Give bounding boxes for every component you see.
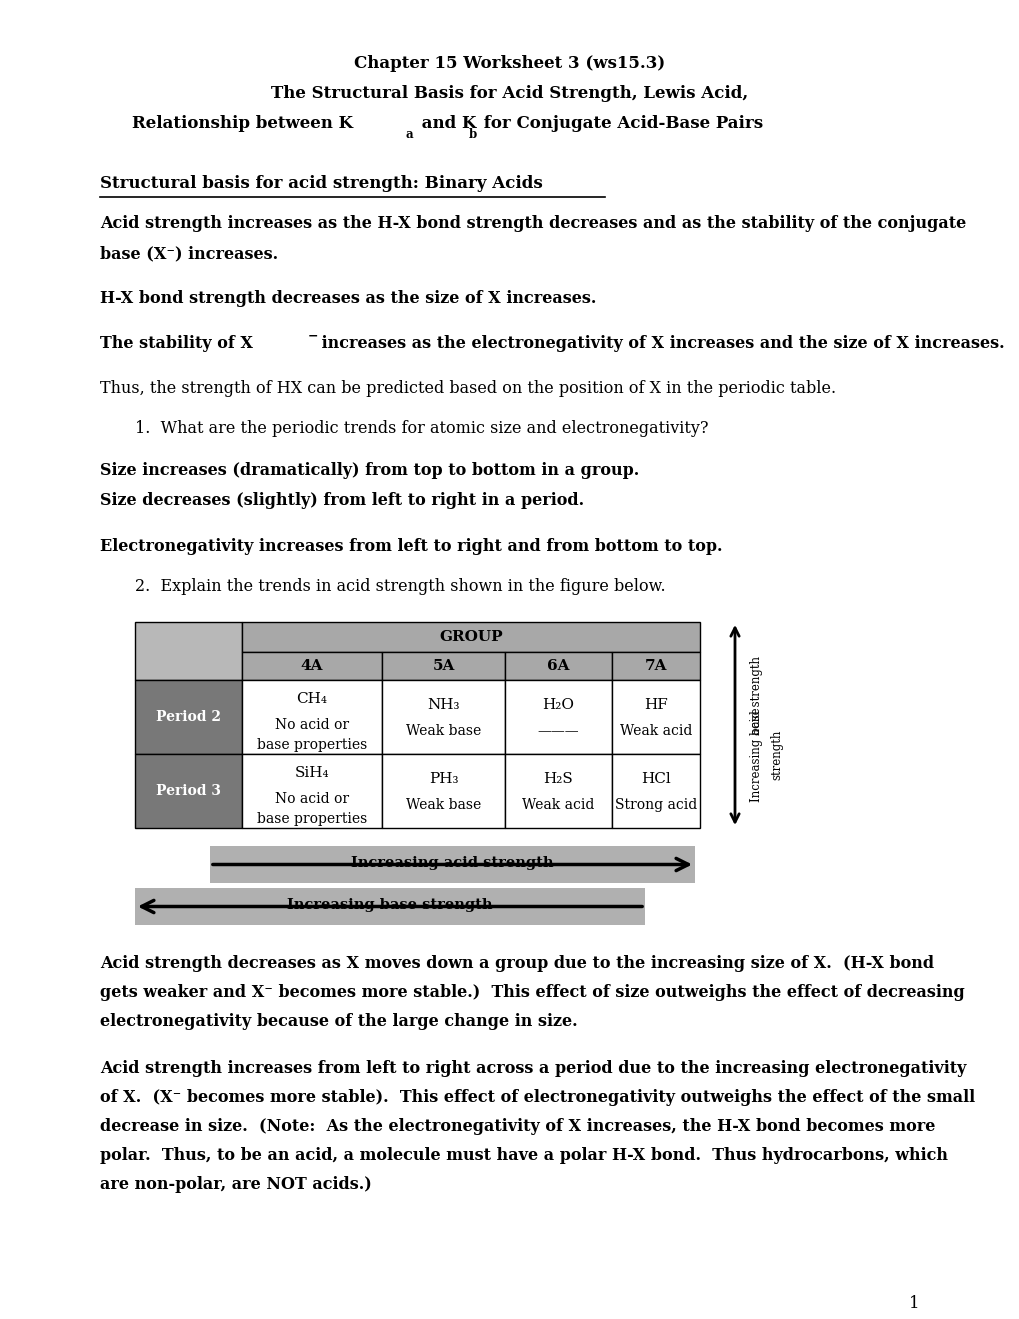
Text: electronegativity because of the large change in size.: electronegativity because of the large c… (100, 1013, 577, 1030)
Text: polar.  Thus, to be an acid, a molecule must have a polar H-X bond.  Thus hydroc: polar. Thus, to be an acid, a molecule m… (100, 1148, 947, 1163)
Text: decrease in size.  (Note:  As the electronegativity of X increases, the H-X bond: decrease in size. (Note: As the electron… (100, 1119, 934, 1136)
Bar (382, 652, 504, 681)
Text: Weak base: Weak base (406, 798, 481, 813)
Text: for Conjugate Acid-Base Pairs: for Conjugate Acid-Base Pairs (478, 115, 762, 132)
Text: acid strength: acid strength (750, 656, 763, 735)
Text: H₂S: H₂S (543, 772, 573, 786)
Bar (504, 754, 611, 828)
Text: Relationship between K: Relationship between K (131, 115, 353, 132)
Bar (135, 681, 242, 754)
Text: Increasing base: Increasing base (750, 708, 763, 802)
Bar (135, 754, 242, 828)
Text: increases as the electronegativity of X increases and the size of X increases.: increases as the electronegativity of X … (316, 335, 1004, 352)
Text: HCl: HCl (641, 772, 671, 786)
Text: a: a (405, 128, 413, 141)
Bar (382, 681, 504, 754)
Bar (504, 681, 611, 754)
Text: Structural basis for acid strength: Binary Acids: Structural basis for acid strength: Bina… (100, 175, 542, 193)
Text: No acid or: No acid or (275, 718, 348, 732)
Text: Thus, the strength of HX can be predicted based on the position of X in the peri: Thus, the strength of HX can be predicte… (100, 380, 836, 397)
Bar (611, 754, 699, 828)
Text: Weak base: Weak base (406, 724, 481, 739)
Text: Weak acid: Weak acid (522, 798, 594, 813)
Text: 6A: 6A (547, 660, 570, 673)
Text: Increasing base strength: Increasing base strength (287, 897, 492, 911)
Bar (611, 652, 699, 681)
Text: are non-polar, are NOT acids.): are non-polar, are NOT acids.) (100, 1177, 371, 1192)
Text: 1: 1 (909, 1295, 919, 1312)
Text: GROUP: GROUP (439, 630, 502, 644)
Text: The Structural Basis for Acid Strength, Lewis Acid,: The Structural Basis for Acid Strength, … (271, 84, 748, 102)
Text: NH₃: NH₃ (427, 698, 460, 712)
Text: Size increases (dramatically) from top to bottom in a group.: Size increases (dramatically) from top t… (100, 462, 639, 479)
Text: base properties: base properties (257, 739, 367, 752)
Text: The stability of X: The stability of X (100, 335, 253, 352)
Text: Period 3: Period 3 (156, 783, 221, 798)
Text: No acid or: No acid or (275, 791, 348, 806)
Bar (504, 652, 611, 681)
Text: Electronegativity increases from left to right and from bottom to top.: Electronegativity increases from left to… (100, 538, 721, 555)
Text: SiH₄: SiH₄ (294, 766, 329, 780)
Bar (210, 845, 694, 882)
Bar (382, 754, 504, 828)
Text: 5A: 5A (432, 660, 454, 673)
Bar (242, 652, 382, 681)
Text: base properties: base properties (257, 813, 367, 826)
Text: Period 2: Period 2 (156, 710, 221, 724)
Text: Chapter 15 Worksheet 3 (ws15.3): Chapter 15 Worksheet 3 (ws15.3) (354, 55, 665, 73)
Text: 2.  Explain the trends in acid strength shown in the figure below.: 2. Explain the trends in acid strength s… (135, 578, 665, 595)
Bar (242, 681, 382, 754)
Text: Acid strength increases as the H-X bond strength decreases and as the stability : Acid strength increases as the H-X bond … (100, 215, 965, 232)
Text: Size decreases (slightly) from left to right in a period.: Size decreases (slightly) from left to r… (100, 492, 584, 509)
Text: Acid strength increases from left to right across a period due to the increasing: Acid strength increases from left to rig… (100, 1060, 965, 1078)
Text: Increasing acid strength: Increasing acid strength (351, 856, 553, 869)
Text: Weak acid: Weak acid (620, 724, 692, 739)
Text: ———: ——— (537, 724, 579, 739)
Bar (242, 754, 382, 828)
Text: 7A: 7A (644, 660, 666, 673)
Text: strength: strength (769, 729, 783, 780)
Text: CH₄: CH₄ (297, 692, 327, 706)
Text: gets weaker and X⁻ becomes more stable.)  This effect of size outweighs the effe: gets weaker and X⁻ becomes more stable.)… (100, 984, 964, 1001)
Text: Acid strength decreases as X moves down a group due to the increasing size of X.: Acid strength decreases as X moves down … (100, 955, 933, 972)
Bar (242, 623, 699, 652)
Bar (611, 681, 699, 754)
Text: PH₃: PH₃ (428, 772, 458, 786)
Text: and K: and K (416, 115, 476, 132)
Text: −: − (307, 330, 318, 343)
Bar (135, 888, 644, 925)
Bar (135, 623, 242, 681)
Text: HF: HF (643, 698, 667, 712)
Text: 4A: 4A (301, 660, 323, 673)
Text: Strong acid: Strong acid (614, 798, 696, 813)
Text: of X.  (X⁻ becomes more stable).  This effect of electronegativity outweighs the: of X. (X⁻ becomes more stable). This eff… (100, 1089, 974, 1107)
Text: b: b (469, 128, 477, 141)
Text: H₂O: H₂O (542, 698, 574, 712)
Text: base (X⁻) increases.: base (X⁻) increases. (100, 245, 278, 262)
Text: 1.  What are the periodic trends for atomic size and electronegativity?: 1. What are the periodic trends for atom… (135, 419, 708, 437)
Text: H-X bond strength decreases as the size of X increases.: H-X bond strength decreases as the size … (100, 290, 596, 307)
